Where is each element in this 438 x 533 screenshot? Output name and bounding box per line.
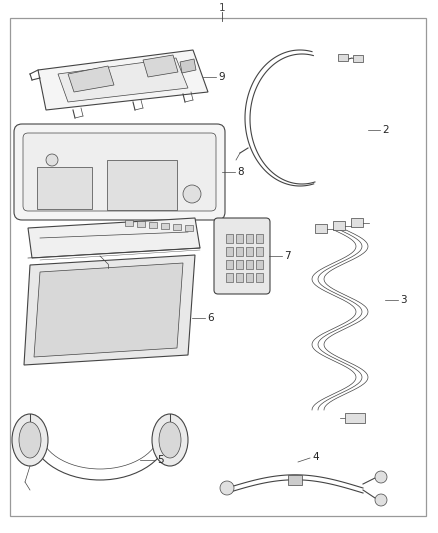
Bar — [246, 273, 253, 282]
Bar — [125, 220, 133, 226]
Circle shape — [375, 494, 387, 506]
Bar — [226, 273, 233, 282]
Text: 5: 5 — [157, 455, 164, 465]
FancyBboxPatch shape — [214, 218, 270, 294]
Text: 9: 9 — [218, 72, 225, 82]
Circle shape — [183, 185, 201, 203]
Bar — [185, 225, 193, 231]
Circle shape — [220, 481, 234, 495]
Ellipse shape — [152, 414, 188, 466]
Polygon shape — [58, 58, 188, 102]
Text: 4: 4 — [312, 452, 318, 462]
Bar — [345, 413, 365, 423]
Bar — [226, 234, 233, 243]
Bar — [236, 247, 243, 256]
Bar — [236, 273, 243, 282]
Ellipse shape — [159, 422, 181, 458]
Bar — [256, 247, 263, 256]
Text: 8: 8 — [237, 167, 244, 177]
Text: 6: 6 — [207, 313, 214, 323]
FancyBboxPatch shape — [23, 133, 216, 211]
Text: 1: 1 — [219, 3, 225, 13]
Bar — [351, 218, 363, 227]
Bar — [137, 221, 145, 227]
FancyBboxPatch shape — [14, 124, 225, 220]
Bar — [173, 224, 181, 230]
Ellipse shape — [12, 414, 48, 466]
Polygon shape — [68, 66, 114, 92]
Bar — [333, 221, 345, 230]
Polygon shape — [143, 55, 178, 77]
Polygon shape — [38, 50, 208, 110]
Bar — [161, 223, 169, 229]
Polygon shape — [34, 263, 183, 357]
Bar — [149, 222, 157, 228]
Polygon shape — [180, 59, 196, 73]
Circle shape — [46, 154, 58, 166]
Bar — [256, 273, 263, 282]
Bar — [353, 55, 363, 62]
Bar — [256, 260, 263, 269]
Text: 7: 7 — [284, 251, 291, 261]
Bar — [315, 224, 327, 233]
Ellipse shape — [19, 422, 41, 458]
Bar — [256, 234, 263, 243]
Bar — [236, 234, 243, 243]
Bar — [226, 260, 233, 269]
Text: 3: 3 — [400, 295, 406, 305]
Text: 2: 2 — [382, 125, 389, 135]
Bar — [246, 260, 253, 269]
Polygon shape — [28, 218, 200, 258]
Bar — [107, 160, 177, 210]
Bar — [246, 247, 253, 256]
Bar — [236, 260, 243, 269]
Bar — [338, 54, 348, 61]
Circle shape — [375, 471, 387, 483]
Bar — [226, 247, 233, 256]
Bar — [288, 475, 302, 485]
Bar — [246, 234, 253, 243]
Bar — [37, 167, 92, 209]
Polygon shape — [24, 255, 195, 365]
